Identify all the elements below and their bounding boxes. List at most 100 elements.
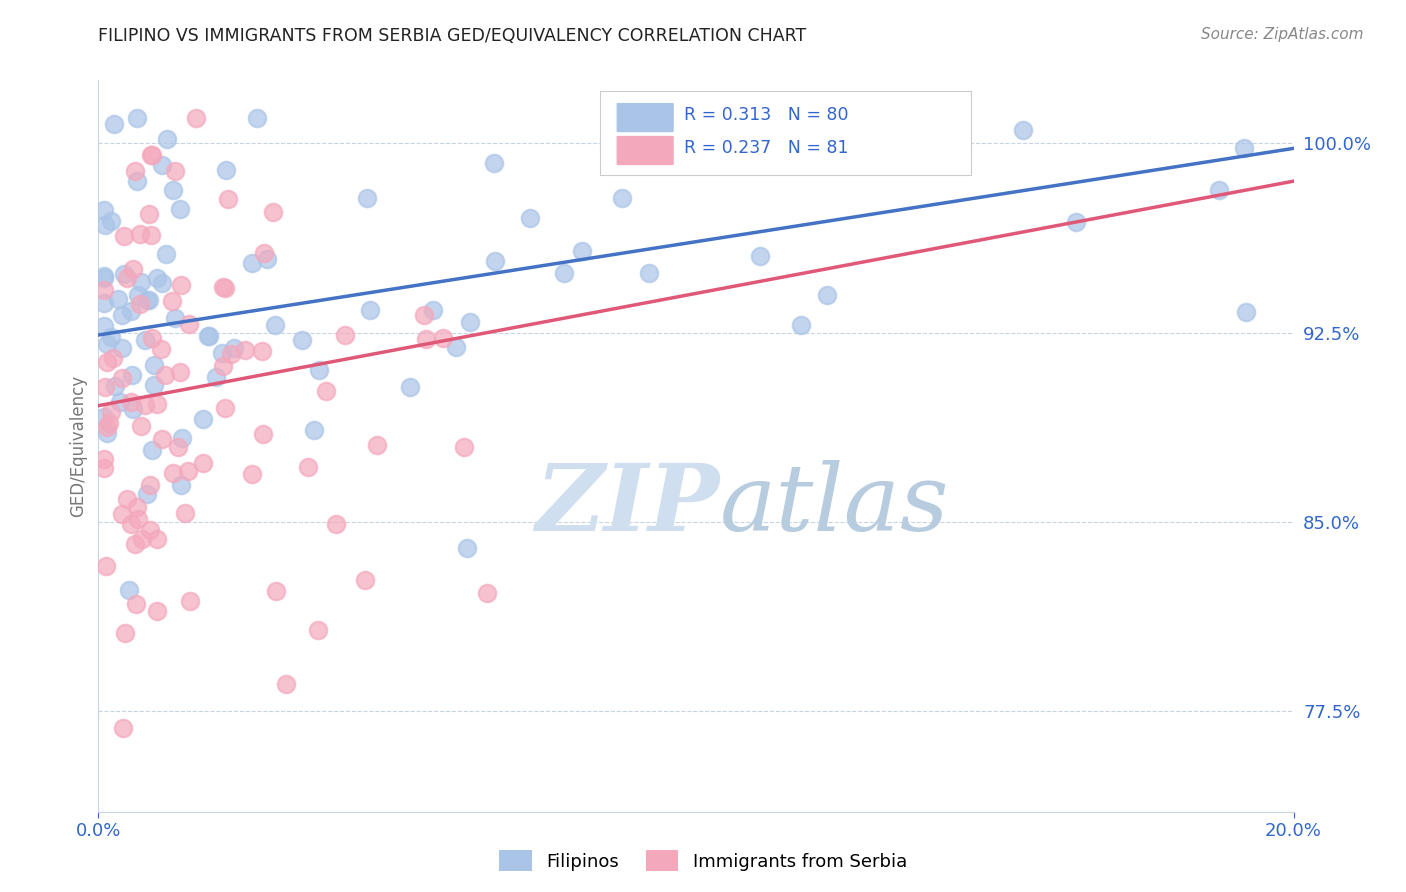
Point [333, 328, 356, 343]
Point [163, 163, 186, 178]
Point [146, 396, 169, 410]
Point [354, 573, 377, 587]
Point [134, 399, 156, 413]
Point [112, 228, 135, 243]
Point [139, 523, 162, 537]
Point [131, 275, 153, 289]
Point [422, 302, 444, 317]
Point [93, 319, 115, 334]
Point [160, 294, 183, 309]
Point [1208, 183, 1230, 197]
Point [125, 597, 148, 611]
Text: Source: ZipAtlas.com: Source: ZipAtlas.com [1201, 27, 1364, 42]
Point [127, 512, 149, 526]
Point [96, 355, 118, 369]
Point [135, 487, 157, 501]
Point [169, 202, 191, 216]
Point [212, 280, 235, 294]
Point [127, 288, 149, 302]
Point [120, 395, 142, 409]
Point [173, 506, 195, 520]
Point [129, 418, 152, 433]
Point [141, 228, 163, 243]
Point [214, 401, 236, 415]
Point [315, 384, 337, 398]
Text: atlas: atlas [720, 459, 949, 549]
Point [112, 267, 135, 281]
Point [108, 395, 131, 409]
Point [191, 456, 214, 470]
Point [415, 332, 437, 346]
Point [366, 438, 388, 452]
Point [1012, 123, 1035, 137]
Point [93, 219, 115, 233]
Point [150, 276, 173, 290]
Point [156, 132, 179, 146]
Point [104, 379, 127, 393]
Point [120, 304, 142, 318]
Point [256, 252, 278, 266]
Point [553, 266, 575, 280]
Point [356, 191, 378, 205]
Point [100, 214, 122, 228]
Point [325, 516, 347, 531]
Point [458, 315, 481, 329]
Point [274, 677, 297, 691]
Point [121, 368, 143, 383]
Point [131, 532, 153, 546]
Point [186, 111, 208, 125]
Text: ZIP: ZIP [536, 459, 720, 549]
Point [125, 174, 148, 188]
Point [134, 333, 156, 347]
Point [96, 420, 118, 434]
Point [96, 337, 118, 351]
Point [107, 293, 129, 307]
Point [250, 343, 273, 358]
Point [94, 559, 117, 574]
Point [308, 623, 330, 637]
Point [612, 190, 634, 204]
Point [155, 247, 177, 261]
Point [146, 271, 169, 285]
Point [413, 308, 436, 322]
Point [111, 342, 134, 356]
Point [205, 370, 228, 384]
Point [790, 318, 813, 332]
Point [1233, 141, 1256, 155]
Point [93, 283, 115, 297]
Point [253, 246, 276, 260]
Point [252, 427, 274, 442]
Point [141, 331, 163, 345]
Text: R = 0.313   N = 80: R = 0.313 N = 80 [685, 105, 848, 124]
Point [262, 205, 284, 219]
Point [162, 183, 184, 197]
Point [93, 410, 115, 425]
Point [138, 293, 160, 307]
Point [150, 158, 173, 172]
Point [150, 342, 173, 356]
Point [162, 467, 184, 481]
Point [264, 318, 287, 333]
Point [240, 256, 263, 270]
Point [118, 583, 141, 598]
Text: FILIPINO VS IMMIGRANTS FROM SERBIA GED/EQUIVALENCY CORRELATION CHART: FILIPINO VS IMMIGRANTS FROM SERBIA GED/E… [98, 27, 807, 45]
Point [94, 379, 117, 393]
Point [233, 343, 256, 357]
Point [304, 423, 326, 437]
Point [519, 211, 541, 225]
Point [111, 370, 134, 384]
Point [264, 584, 287, 599]
FancyBboxPatch shape [616, 135, 675, 166]
Point [93, 452, 115, 467]
Point [124, 536, 146, 550]
Point [146, 604, 169, 618]
Point [308, 362, 330, 376]
Point [1066, 215, 1088, 229]
Point [93, 271, 115, 285]
Point [399, 380, 422, 394]
Point [297, 459, 319, 474]
Point [100, 329, 122, 343]
Point [444, 340, 467, 354]
Point [432, 331, 454, 345]
Point [453, 441, 475, 455]
